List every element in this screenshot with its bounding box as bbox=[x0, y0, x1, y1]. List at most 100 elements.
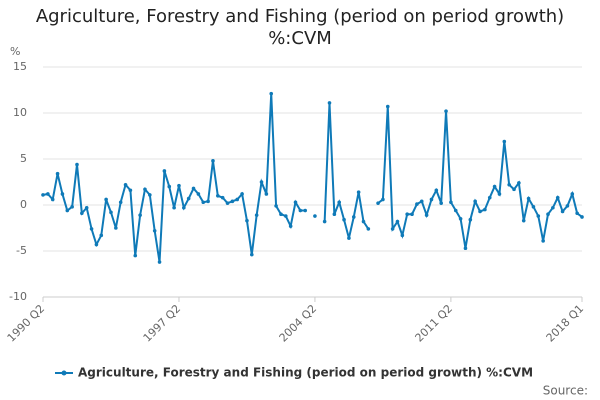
point bbox=[419, 199, 424, 204]
point bbox=[46, 192, 50, 196]
point bbox=[230, 199, 235, 204]
point bbox=[517, 181, 521, 185]
point bbox=[55, 171, 60, 176]
point bbox=[580, 215, 584, 219]
point bbox=[148, 193, 152, 197]
point bbox=[118, 200, 123, 205]
point bbox=[216, 194, 220, 198]
point bbox=[526, 196, 531, 201]
point bbox=[303, 208, 308, 213]
point bbox=[444, 109, 448, 113]
point bbox=[322, 219, 327, 224]
point bbox=[99, 233, 104, 238]
point bbox=[75, 162, 79, 167]
point bbox=[201, 200, 206, 205]
point bbox=[410, 212, 414, 216]
point bbox=[449, 200, 453, 205]
point bbox=[483, 207, 487, 212]
point bbox=[536, 214, 541, 218]
point bbox=[468, 217, 473, 222]
point bbox=[478, 209, 482, 214]
point bbox=[351, 215, 356, 219]
y-tick-label: -10 bbox=[9, 290, 27, 303]
point bbox=[458, 217, 463, 221]
point bbox=[123, 182, 128, 187]
point bbox=[347, 236, 351, 240]
point bbox=[89, 227, 94, 231]
point bbox=[138, 213, 142, 217]
point bbox=[361, 219, 366, 224]
point bbox=[366, 227, 371, 231]
x-tick-label: 2011 Q2 bbox=[413, 302, 456, 345]
point bbox=[274, 204, 278, 208]
point bbox=[575, 211, 579, 216]
point bbox=[415, 202, 419, 206]
point bbox=[41, 193, 45, 197]
point bbox=[206, 199, 210, 204]
point bbox=[191, 186, 196, 191]
point bbox=[298, 208, 303, 213]
point bbox=[182, 205, 186, 210]
point bbox=[507, 182, 511, 187]
point bbox=[342, 217, 346, 222]
point bbox=[264, 192, 269, 196]
point bbox=[555, 195, 560, 200]
point bbox=[279, 212, 283, 216]
point bbox=[109, 210, 113, 215]
point bbox=[473, 199, 477, 204]
y-axis-label: % bbox=[10, 45, 20, 58]
point bbox=[395, 219, 400, 224]
point bbox=[50, 197, 55, 202]
point bbox=[167, 184, 172, 189]
point bbox=[60, 192, 65, 196]
point bbox=[327, 101, 332, 105]
y-tick-label: -5 bbox=[16, 244, 27, 257]
y-tick-label: 0 bbox=[20, 198, 27, 211]
point bbox=[186, 196, 191, 201]
point bbox=[381, 197, 385, 202]
point bbox=[245, 218, 249, 223]
point bbox=[424, 213, 429, 217]
point bbox=[439, 201, 443, 205]
point bbox=[560, 209, 565, 214]
legend-marker bbox=[61, 370, 67, 376]
x-tick-label: 1990 Q2 bbox=[5, 302, 48, 345]
point bbox=[405, 212, 409, 216]
point bbox=[196, 192, 201, 196]
point bbox=[152, 228, 157, 233]
y-tick-label: 5 bbox=[20, 152, 27, 165]
point bbox=[177, 183, 181, 188]
point bbox=[259, 180, 264, 184]
point bbox=[80, 211, 84, 216]
point bbox=[211, 159, 215, 163]
point bbox=[65, 208, 70, 213]
point bbox=[283, 214, 288, 218]
point bbox=[434, 188, 439, 193]
point bbox=[143, 187, 147, 192]
point bbox=[512, 187, 516, 192]
point bbox=[492, 184, 497, 189]
point bbox=[400, 233, 405, 238]
point bbox=[162, 169, 167, 173]
point bbox=[133, 253, 138, 258]
point bbox=[293, 200, 298, 205]
chart-title: Agriculture, Forestry and Fishing (perio… bbox=[35, 6, 565, 49]
point bbox=[240, 192, 244, 196]
point bbox=[531, 205, 536, 209]
point bbox=[70, 205, 74, 209]
point bbox=[390, 227, 395, 231]
point bbox=[497, 192, 502, 196]
point bbox=[254, 213, 259, 217]
point bbox=[172, 205, 176, 210]
point bbox=[376, 201, 380, 205]
point bbox=[128, 188, 133, 193]
point bbox=[225, 201, 230, 205]
point bbox=[288, 224, 293, 228]
point bbox=[565, 204, 570, 208]
point bbox=[104, 197, 108, 202]
point bbox=[235, 197, 240, 202]
point bbox=[94, 242, 99, 247]
point bbox=[313, 214, 317, 218]
